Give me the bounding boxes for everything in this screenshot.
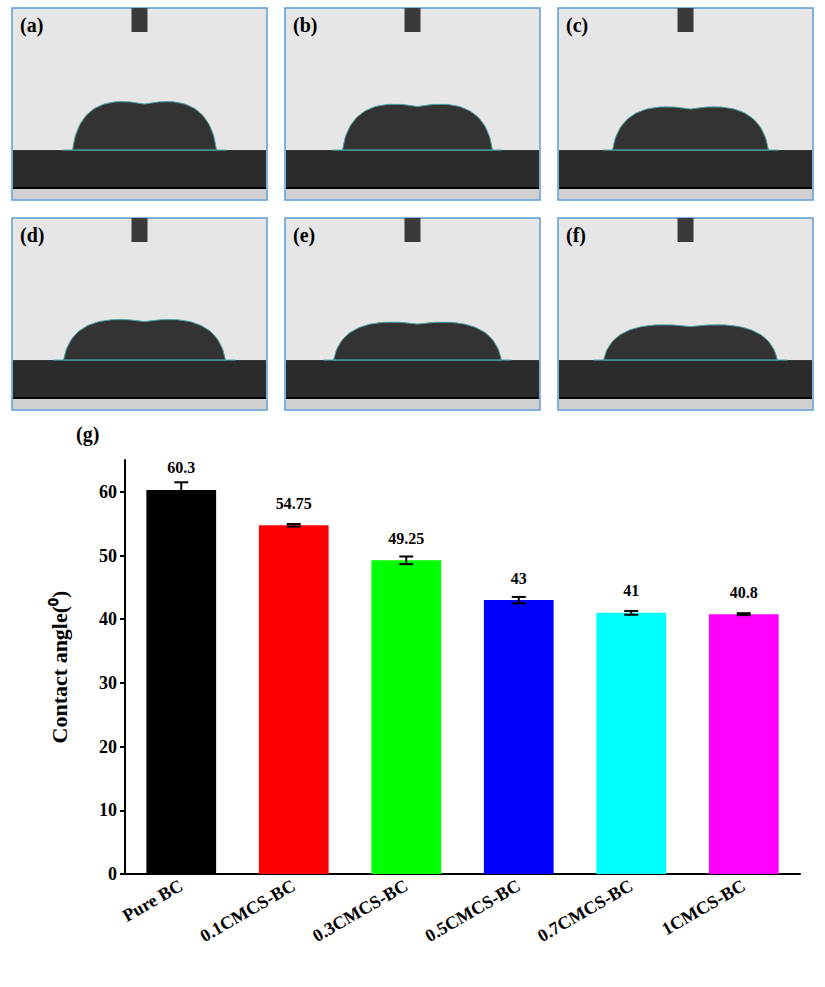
svg-text:1CMCS-BC: 1CMCS-BC: [658, 875, 748, 939]
svg-text:Pure BC: Pure BC: [119, 875, 186, 925]
svg-text:40: 40: [99, 609, 117, 629]
svg-text:0.5CMCS-BC: 0.5CMCS-BC: [422, 875, 524, 946]
svg-text:54.75: 54.75: [276, 495, 312, 512]
svg-text:0.3CMCS-BC: 0.3CMCS-BC: [309, 875, 411, 946]
svg-text:50: 50: [99, 546, 117, 566]
svg-text:0: 0: [108, 864, 117, 884]
svg-text:(c): (c): [566, 14, 588, 37]
svg-text:43: 43: [511, 570, 527, 587]
svg-text:41: 41: [623, 582, 639, 599]
svg-text:20: 20: [99, 737, 117, 757]
svg-text:10: 10: [99, 800, 117, 820]
svg-text:(d): (d): [20, 224, 44, 247]
svg-text:0.7CMCS-BC: 0.7CMCS-BC: [534, 875, 636, 946]
svg-text:(b): (b): [293, 14, 317, 37]
svg-text:60.3: 60.3: [167, 459, 195, 476]
svg-text:(g): (g): [76, 423, 99, 446]
svg-text:30: 30: [99, 673, 117, 693]
svg-text:(a): (a): [20, 14, 43, 37]
svg-text:(e): (e): [293, 224, 315, 247]
svg-text:(f): (f): [566, 224, 586, 247]
svg-text:60: 60: [99, 482, 117, 502]
svg-text:Contact angle(⁰): Contact angle(⁰): [47, 591, 72, 744]
svg-text:40.8: 40.8: [730, 584, 758, 601]
svg-text:0.1CMCS-BC: 0.1CMCS-BC: [197, 875, 299, 946]
svg-text:49.25: 49.25: [388, 530, 424, 547]
